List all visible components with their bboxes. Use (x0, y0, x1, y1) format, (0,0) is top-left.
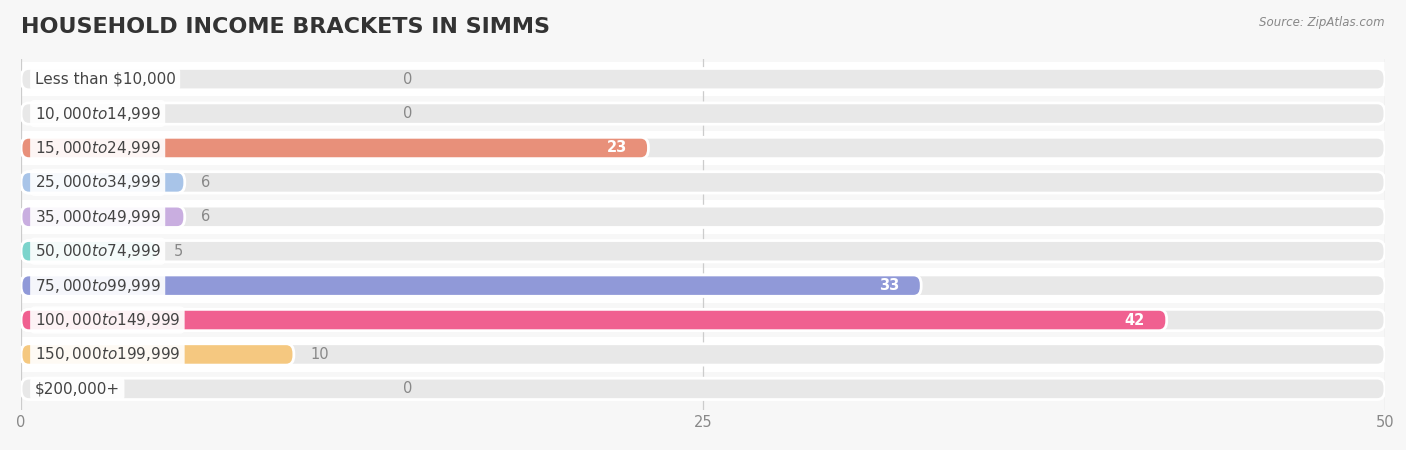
FancyBboxPatch shape (21, 275, 1385, 296)
FancyBboxPatch shape (21, 206, 1385, 227)
FancyBboxPatch shape (21, 234, 1385, 268)
Text: $35,000 to $49,999: $35,000 to $49,999 (35, 208, 160, 226)
FancyBboxPatch shape (21, 62, 1385, 96)
FancyBboxPatch shape (21, 165, 1385, 200)
FancyBboxPatch shape (21, 275, 921, 296)
Text: 42: 42 (1125, 313, 1144, 328)
Text: $25,000 to $34,999: $25,000 to $34,999 (35, 173, 160, 191)
Text: $150,000 to $199,999: $150,000 to $199,999 (35, 346, 180, 364)
FancyBboxPatch shape (21, 241, 157, 262)
FancyBboxPatch shape (21, 131, 1385, 165)
FancyBboxPatch shape (21, 241, 1385, 262)
Text: 23: 23 (606, 140, 627, 155)
FancyBboxPatch shape (21, 344, 1385, 365)
FancyBboxPatch shape (21, 137, 648, 159)
FancyBboxPatch shape (21, 372, 1385, 406)
Text: $200,000+: $200,000+ (35, 381, 120, 396)
Text: 0: 0 (404, 381, 412, 396)
Text: $100,000 to $149,999: $100,000 to $149,999 (35, 311, 180, 329)
Text: 5: 5 (174, 244, 183, 259)
Text: $15,000 to $24,999: $15,000 to $24,999 (35, 139, 160, 157)
FancyBboxPatch shape (21, 172, 184, 193)
Text: 6: 6 (201, 175, 211, 190)
FancyBboxPatch shape (21, 303, 1385, 337)
FancyBboxPatch shape (21, 309, 1167, 331)
Text: $10,000 to $14,999: $10,000 to $14,999 (35, 104, 160, 122)
FancyBboxPatch shape (21, 172, 1385, 193)
Text: $50,000 to $74,999: $50,000 to $74,999 (35, 242, 160, 260)
FancyBboxPatch shape (21, 96, 1385, 131)
FancyBboxPatch shape (21, 337, 1385, 372)
FancyBboxPatch shape (21, 200, 1385, 234)
FancyBboxPatch shape (21, 137, 1385, 159)
Text: Source: ZipAtlas.com: Source: ZipAtlas.com (1260, 16, 1385, 29)
Text: 0: 0 (404, 72, 412, 87)
FancyBboxPatch shape (21, 309, 1385, 331)
FancyBboxPatch shape (21, 103, 1385, 124)
Text: Less than $10,000: Less than $10,000 (35, 72, 176, 87)
Text: 33: 33 (879, 278, 900, 293)
Text: 6: 6 (201, 209, 211, 224)
Text: HOUSEHOLD INCOME BRACKETS IN SIMMS: HOUSEHOLD INCOME BRACKETS IN SIMMS (21, 18, 550, 37)
FancyBboxPatch shape (21, 68, 1385, 90)
FancyBboxPatch shape (21, 344, 294, 365)
FancyBboxPatch shape (21, 268, 1385, 303)
FancyBboxPatch shape (21, 378, 1385, 400)
Text: 10: 10 (311, 347, 329, 362)
Text: $75,000 to $99,999: $75,000 to $99,999 (35, 277, 160, 295)
Text: 0: 0 (404, 106, 412, 121)
FancyBboxPatch shape (21, 206, 184, 227)
